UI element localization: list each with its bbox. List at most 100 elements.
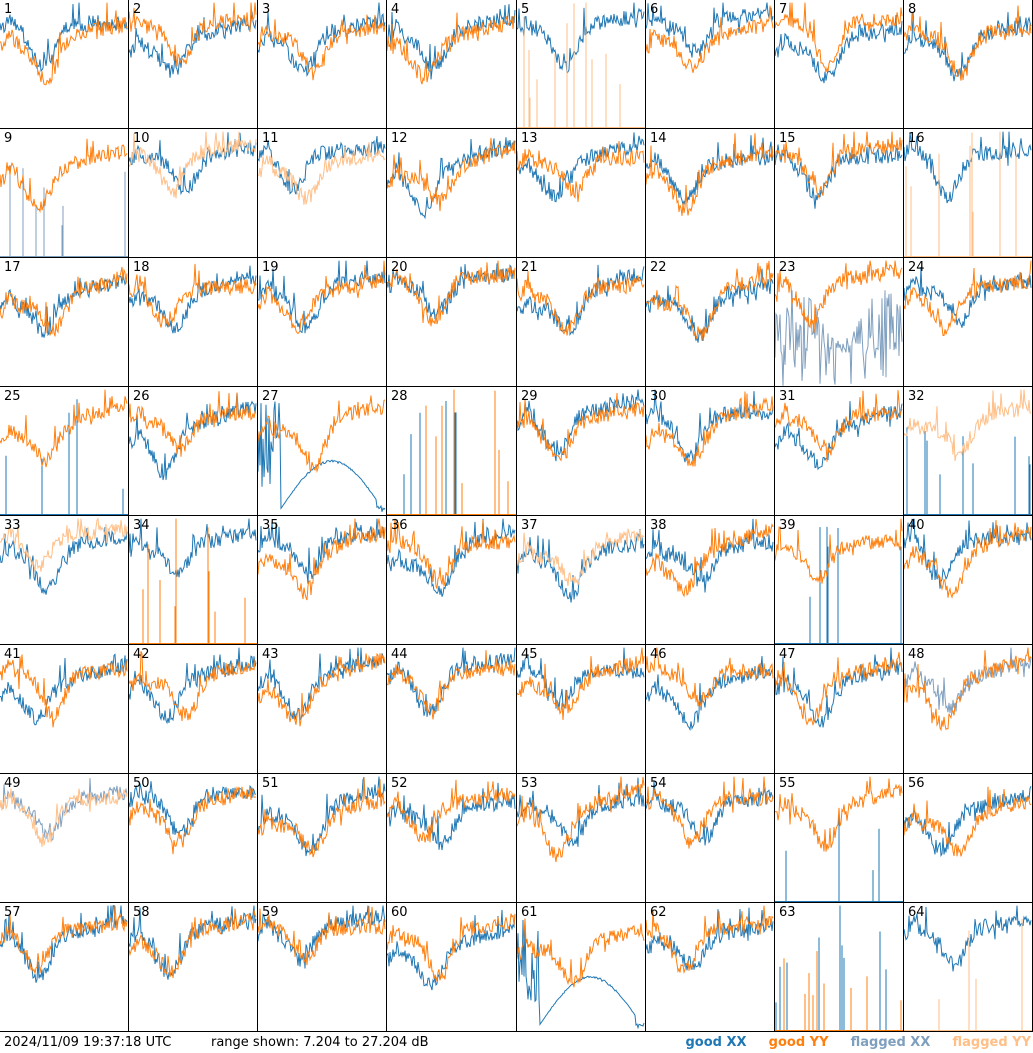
series-good-yy-41 [0,654,128,728]
tile-label: 40 [908,518,925,533]
tile-label: 26 [133,389,150,404]
tile-panel-45: 45 [517,645,646,774]
tile-label: 53 [521,776,538,791]
tile-panel-64: 64 [904,903,1033,1032]
tile-plot-17 [0,266,128,338]
tile-plot-53 [517,776,645,863]
tile-plot-15 [775,131,903,209]
legend-good-yy: good YY [768,1035,829,1050]
series-flagged-yy-49 [0,788,128,848]
tile-panel-28: 28 [387,387,517,516]
series-good-xx-6 [646,2,774,58]
series-good-yy-19 [258,260,386,335]
tile-panel-56: 56 [904,774,1033,903]
tile-plot-56 [904,786,1032,858]
tile-label: 14 [650,131,667,146]
series-good-yy-34 [129,518,257,644]
tile-label: 46 [650,647,667,662]
tile-plot-45 [517,647,645,721]
tile-label: 4 [391,2,400,17]
tile-panel-37: 37 [517,516,646,645]
tile-plot-16 [904,131,1032,257]
series-good-xx-38 [646,518,774,593]
tile-label: 49 [4,776,21,791]
tile-label: 48 [908,647,925,662]
tile-panel-50: 50 [129,774,258,903]
tile-panel-1: 1 [0,0,129,129]
tile-plot-19 [258,260,386,335]
series-good-yy-46 [646,647,774,707]
series-good-xx-34 [129,518,257,578]
series-good-yy-27 [258,395,386,473]
tile-plot-28 [387,389,516,515]
tile-label: 16 [908,131,925,146]
series-good-yy-58 [129,908,257,978]
series-good-xx-20 [387,263,516,320]
series-good-yy-14 [646,133,774,216]
series-good-yy-39 [775,518,903,584]
tile-label: 63 [779,905,796,920]
tile-panel-42: 42 [129,645,258,774]
tile-panel-14: 14 [646,129,775,258]
series-good-yy-3 [258,14,386,81]
tile-panel-59: 59 [258,903,387,1032]
tile-label: 59 [262,905,279,920]
series-good-yy-47 [775,652,903,727]
tile-panel-58: 58 [129,903,258,1032]
tile-label: 12 [391,131,408,146]
tile-label: 39 [779,518,796,533]
tile-panel-7: 7 [775,0,904,129]
tile-panel-39: 39 [775,516,904,645]
tile-plot-20 [387,260,516,327]
tile-label: 15 [779,131,796,146]
tile-panel-57: 57 [0,903,129,1032]
series-good-xx-26 [129,392,257,481]
tile-label: 56 [908,776,925,791]
tile-label: 8 [908,2,917,17]
tile-plot-48 [904,647,1032,732]
series-good-xx-56 [904,786,1032,858]
series-good-xx-12 [387,137,516,220]
series-good-yy-31 [775,390,903,462]
series-good-yy-61 [517,918,645,988]
tile-panel-54: 54 [646,774,775,903]
tile-label: 13 [521,131,538,146]
series-good-yy-8 [904,5,1032,81]
series-good-yy-2 [129,2,257,67]
tile-label: 24 [908,260,925,275]
tile-panel-9: 9 [0,129,129,258]
tile-plot-36 [387,518,516,597]
series-flagged-yy-11 [258,142,386,205]
tile-plot-49 [0,778,128,848]
tile-panel-40: 40 [904,516,1033,645]
tile-panel-16: 16 [904,129,1033,258]
legend-flagged-xx: flagged XX [850,1035,931,1050]
tile-panel-17: 17 [0,258,129,387]
tile-plot-2 [129,2,257,78]
series-good-xx-47 [775,647,903,728]
tile-label: 44 [391,647,408,662]
tile-plot-9 [0,138,128,257]
tile-plot-38 [646,518,774,598]
tile-panel-32: 32 [904,387,1033,516]
tile-panel-5: 5 [517,0,646,129]
tile-panel-43: 43 [258,645,387,774]
series-good-yy-9 [0,138,128,214]
tile-label: 18 [133,260,150,275]
series-good-yy-62 [646,905,774,974]
tile-label: 36 [391,518,408,533]
tile-panel-25: 25 [0,387,129,516]
tile-panel-49: 49 [0,774,129,903]
tile-label: 51 [262,776,279,791]
tile-label: 54 [650,776,667,791]
series-good-yy-48 [904,647,1032,732]
series-good-xx-17 [0,273,128,338]
tile-label: 7 [779,2,788,17]
tile-panel-46: 46 [646,645,775,774]
series-good-yy-1 [0,2,128,86]
series-good-yy-20 [387,260,516,327]
tile-panel-3: 3 [258,0,387,129]
tile-panel-22: 22 [646,258,775,387]
series-good-yy-57 [0,905,128,974]
tile-label: 22 [650,260,667,275]
